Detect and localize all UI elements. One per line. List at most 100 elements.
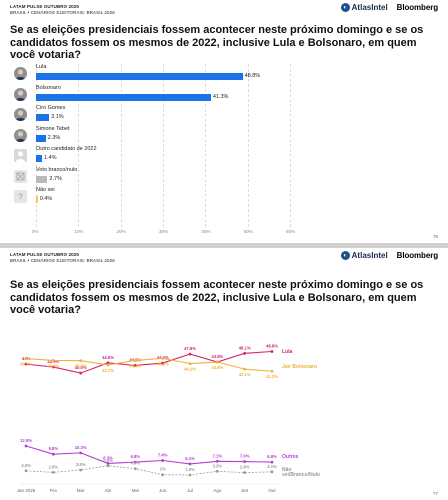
data-label: 9.8%	[49, 446, 59, 451]
x-tick-label: 40%	[201, 229, 211, 234]
data-label: 48.1%	[239, 345, 251, 350]
data-point	[133, 460, 137, 464]
x-tick-label: Mai	[132, 488, 139, 493]
bar-value-label: 2.7%	[49, 175, 62, 182]
data-label: 7.4%	[158, 453, 168, 458]
data-label: 6.3%	[103, 455, 113, 460]
brand-logos: ◐ AtlasIntel Bloomberg	[340, 251, 438, 260]
data-label: 4.3%	[131, 461, 141, 466]
gridline	[247, 64, 249, 227]
candidate-photo	[14, 108, 27, 121]
data-point	[51, 359, 55, 362]
data-point	[188, 462, 192, 466]
data-point	[215, 360, 219, 364]
bar-row: Outro candidato de 2022 1.4%	[10, 146, 410, 166]
series-name-label: Não	[282, 467, 291, 473]
question-title: Se as eleições presidenciais fossem acon…	[10, 279, 424, 316]
report-title: LATAM PULSE OUTUBRO 2025	[10, 4, 79, 9]
gridline	[290, 64, 291, 227]
data-label: 5.4%	[103, 458, 113, 463]
question-mark-icon: ?	[14, 190, 27, 203]
data-point	[106, 363, 110, 367]
bar	[36, 155, 42, 162]
gridline	[120, 64, 122, 227]
data-point	[79, 468, 83, 472]
data-point	[161, 473, 165, 477]
data-point	[24, 444, 28, 448]
bar	[36, 134, 46, 142]
x-tick-label: Jun	[159, 488, 167, 493]
data-point	[79, 359, 83, 363]
data-point	[270, 460, 274, 464]
data-label: 6.8%	[267, 454, 277, 459]
x-tick-label: 0%	[32, 229, 39, 234]
report-subtitle: BRASIL • CENÁRIOS ELEITORAIS: BRASIL 202…	[10, 10, 115, 15]
slide-line-chart: LATAM PULSE OUTUBRO 2025 BRASIL • CENÁRI…	[0, 248, 448, 500]
data-point	[161, 356, 165, 360]
data-point	[270, 350, 274, 353]
atlasintel-logo: ◐ AtlasIntel	[340, 3, 388, 12]
gridline	[36, 64, 37, 227]
data-point	[270, 369, 274, 373]
data-label: 44.8%	[211, 365, 223, 370]
data-point	[243, 460, 247, 463]
bar	[36, 114, 50, 121]
data-label: 44.5%	[102, 355, 114, 360]
bar-row: ? Não sei 0.4%	[10, 187, 410, 207]
data-label: 42.1%	[239, 372, 251, 377]
data-label: 47.8%	[184, 346, 196, 351]
data-point	[24, 362, 28, 366]
bar-category-label: Bolsonaro	[36, 84, 61, 91]
data-label: 46.1%	[20, 362, 32, 367]
x-tick-label: 20%	[116, 229, 126, 234]
atlasintel-icon: ◐	[340, 251, 350, 260]
report-header: LATAM PULSE OUTUBRO 2025 BRASIL • CENÁRI…	[10, 252, 115, 264]
svg-text:?: ?	[18, 193, 23, 202]
data-point	[243, 471, 247, 475]
data-point	[215, 459, 219, 463]
bar	[36, 93, 211, 101]
data-point	[161, 361, 165, 365]
x-tick-label: Fev	[50, 488, 58, 493]
data-point	[133, 364, 137, 367]
candidate-photo	[14, 67, 27, 80]
series-name-label: Jair Bolsonaro	[282, 364, 317, 370]
data-label: 3.8%	[76, 462, 86, 467]
data-point	[51, 470, 55, 474]
bar-row: Ciro Gomes 3.1%	[10, 105, 410, 125]
data-label: 41.3%	[266, 374, 278, 379]
page-number: 76	[432, 234, 438, 239]
series-line	[25, 465, 273, 476]
bar-row: Lula 48.8%	[10, 64, 410, 84]
x-tick-label: Ago	[213, 488, 222, 493]
x-tick-label: Abr	[104, 488, 112, 493]
data-point	[79, 371, 83, 375]
report-subtitle: BRASIL • CENÁRIOS ELEITORAIS: BRASIL 202…	[10, 258, 115, 263]
bar-value-label: 48.8%	[244, 73, 261, 79]
data-point	[188, 352, 192, 356]
data-label: 1.9%	[185, 467, 195, 472]
data-point	[24, 357, 28, 361]
data-point	[188, 473, 192, 477]
data-point	[270, 470, 274, 474]
bar-category-label: Lula	[36, 64, 47, 70]
x-tick-label: Set	[241, 488, 249, 493]
data-label: 6.1%	[185, 456, 195, 461]
data-label: 3.5%	[21, 463, 31, 468]
candidate-photo	[14, 128, 27, 142]
data-point	[133, 467, 137, 471]
data-point	[106, 462, 110, 465]
data-label: 6.8%	[131, 454, 141, 459]
x-tick-label: 60%	[286, 229, 296, 234]
candidate-photo	[14, 87, 27, 101]
x-tick-label: 30%	[159, 229, 169, 234]
data-point	[51, 452, 55, 456]
data-point	[188, 362, 192, 366]
data-label: 10.3%	[75, 445, 87, 450]
bar-value-label: 0.4%	[39, 196, 53, 202]
data-label: 46.2%	[157, 361, 169, 366]
bar-category-label: Voto branco/nulo	[36, 166, 78, 173]
series-line	[25, 350, 273, 374]
data-label: 2.9%	[49, 464, 59, 469]
bar-category-label: Outro candidato de 2022	[36, 146, 97, 152]
